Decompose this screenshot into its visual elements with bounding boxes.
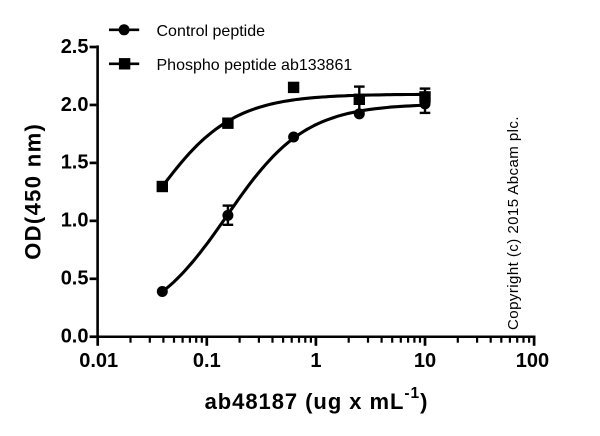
- svg-text:0.0: 0.0: [61, 326, 89, 348]
- svg-text:1.5: 1.5: [61, 152, 89, 174]
- svg-text:Copyright (c) 2015 Abcam plc.: Copyright (c) 2015 Abcam plc.: [505, 116, 522, 330]
- svg-text:0.1: 0.1: [193, 350, 221, 372]
- svg-text:2.0: 2.0: [61, 94, 89, 116]
- svg-text:1: 1: [310, 350, 321, 372]
- svg-text:2.5: 2.5: [61, 36, 89, 58]
- svg-text:0.01: 0.01: [79, 350, 118, 372]
- svg-text:100: 100: [516, 350, 549, 372]
- svg-text:Control peptide: Control peptide: [157, 23, 266, 40]
- svg-text:1.0: 1.0: [61, 210, 89, 232]
- svg-text:ab48187 (ug x mL-1): ab48187 (ug x mL-1): [205, 385, 429, 414]
- svg-text:Phospho peptide ab133861: Phospho peptide ab133861: [157, 57, 353, 74]
- svg-text:0.5: 0.5: [61, 268, 89, 290]
- svg-text:OD(450 nm): OD(450 nm): [21, 123, 46, 260]
- svg-text:10: 10: [414, 350, 436, 372]
